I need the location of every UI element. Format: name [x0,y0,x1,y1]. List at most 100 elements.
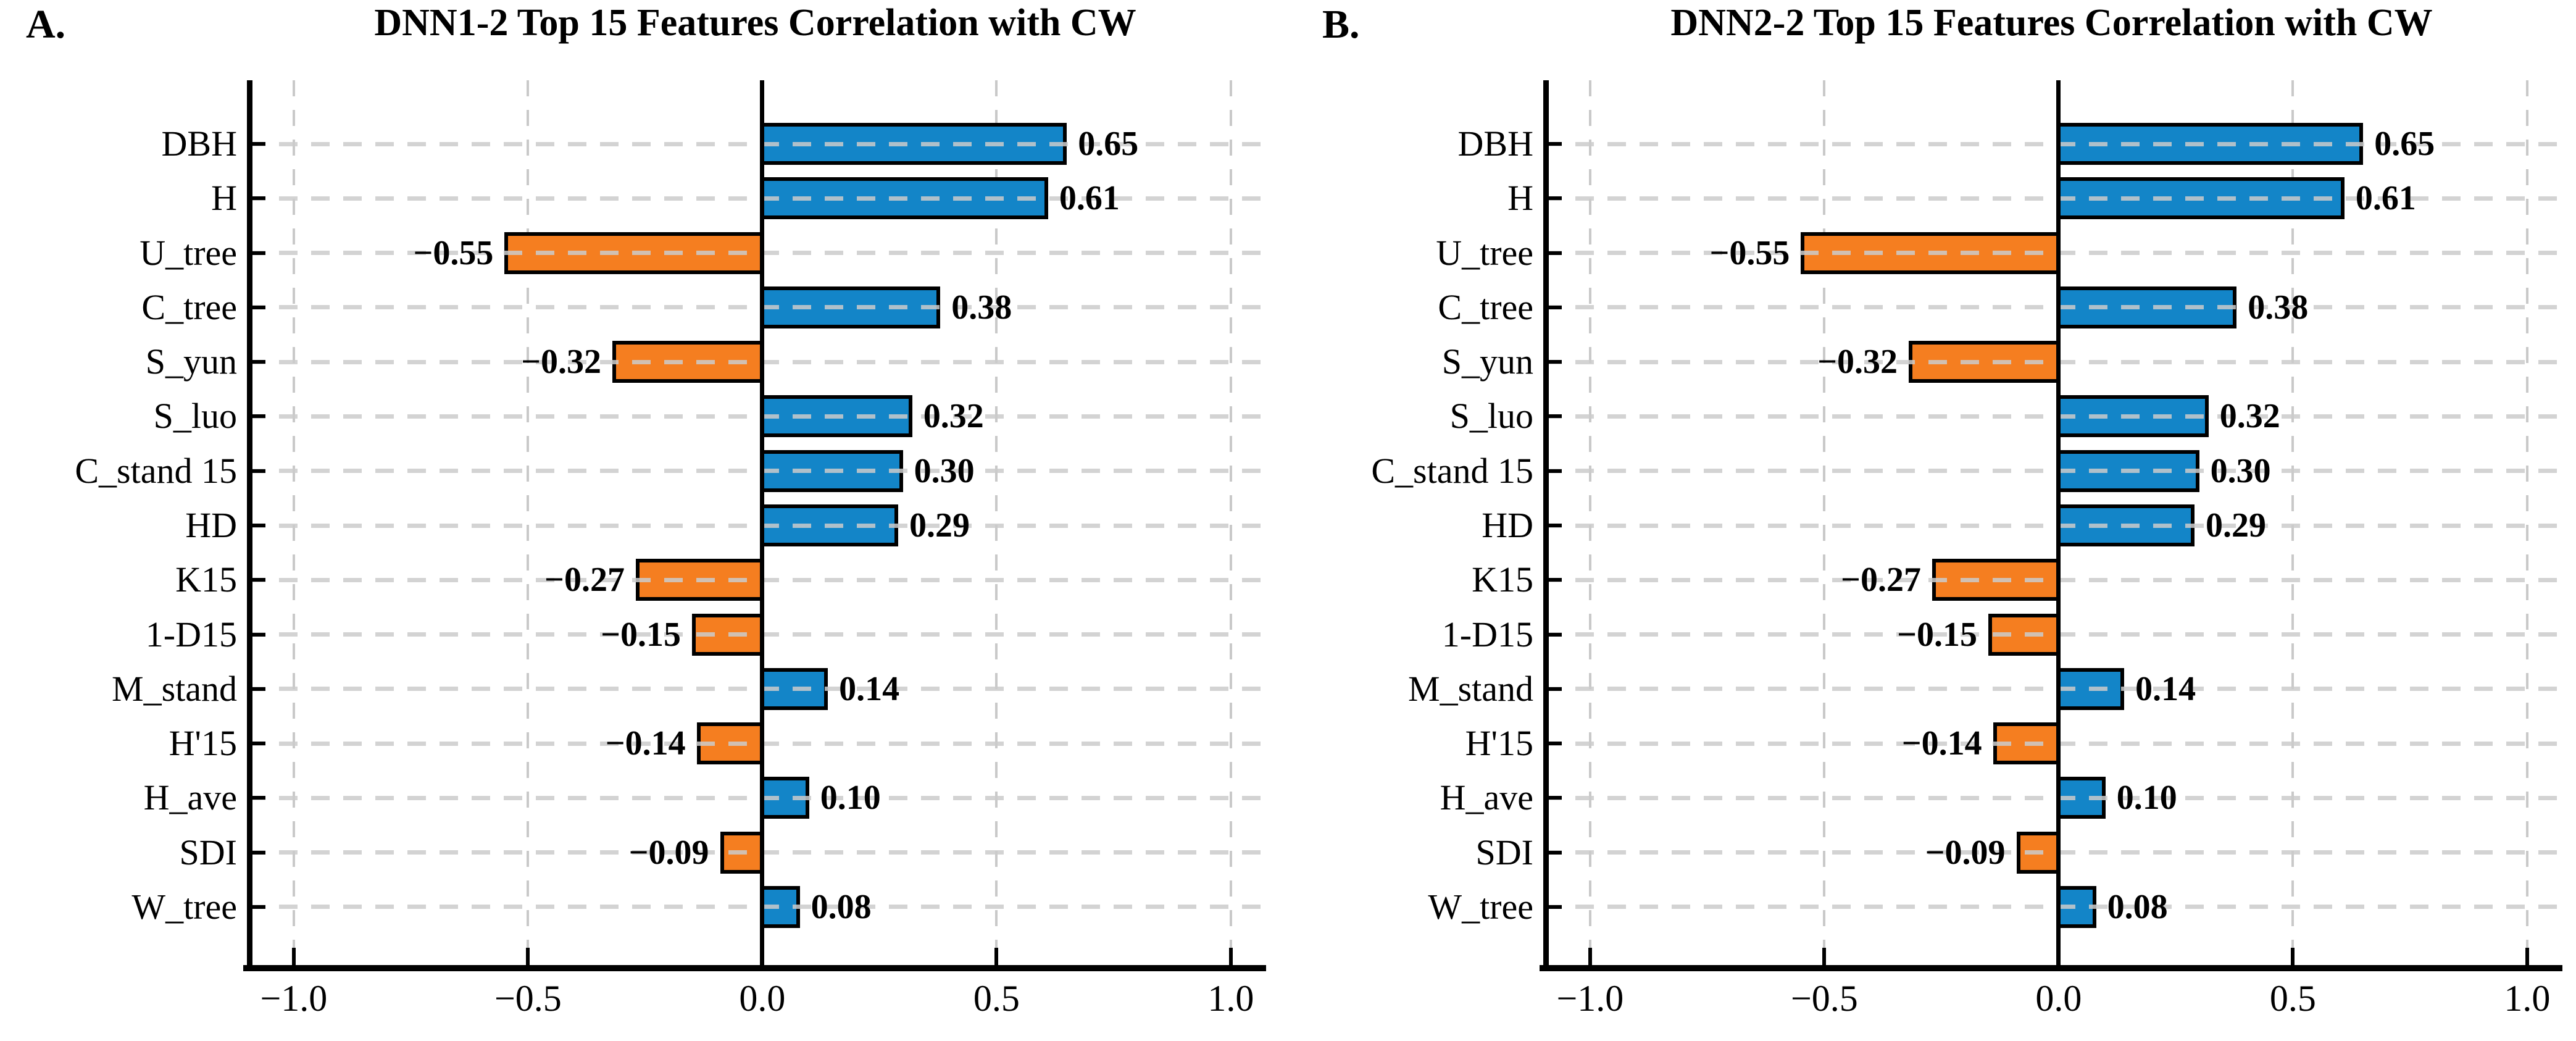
bar-value-label: 0.14 [2135,669,2196,708]
x-tick [994,948,999,965]
v-gridline [2291,80,2295,965]
h-gridline [1543,577,2560,582]
v-gridline [2525,80,2528,965]
y-axis-label: K15 [1472,559,1533,600]
h-gridline [247,523,1264,528]
v-gridline [527,80,530,965]
y-axis-label: HD [185,505,237,545]
x-tick-label: 0.5 [973,978,1020,1019]
y-tick [1543,524,1562,527]
y-axis-label: 1-D15 [145,614,237,654]
y-tick [247,742,265,746]
panel-a-title: DNN1-2 Top 15 Features Correlation with … [374,2,1136,44]
y-axis-label: H [211,178,237,219]
h-gridline [247,741,1264,746]
y-axis-label: C_stand 15 [1371,450,1533,491]
bar-value-label: −0.15 [1897,615,1978,654]
bar-value-label: 0.10 [820,779,881,817]
y-axis-label: H'15 [1465,723,1533,764]
x-tick-label: 0.5 [2269,978,2316,1019]
bar-value-label: 0.65 [2374,125,2435,164]
y-tick [247,905,265,909]
bar-value-label: −0.09 [1925,833,2006,872]
y-axis-label: SDI [1475,832,1533,872]
v-gridline [1229,80,1232,965]
y-axis-label: DBH [161,123,237,164]
x-tick [1228,948,1233,965]
y-axis-label: 1-D15 [1441,614,1533,654]
panel-b-x-axis-spine [1540,965,2562,971]
h-gridline [1543,741,2560,746]
y-axis-label: U_tree [1436,232,1533,273]
y-axis-label: SDI [179,832,237,872]
x-tick-label: −0.5 [494,978,562,1019]
y-axis-label: C_tree [1438,286,1533,327]
x-tick [2056,948,2061,965]
h-gridline [1543,795,2560,800]
y-axis-label: U_tree [140,232,237,273]
y-tick [247,632,265,637]
x-tick [760,948,764,965]
h-gridline [247,469,1264,474]
bar-value-label: −0.32 [521,343,601,382]
panel-b-y-axis-spine [1543,80,1549,971]
y-axis-label: W_tree [1428,886,1533,927]
panel-b-letter: B. [1322,2,1360,47]
zero-line [760,80,765,965]
bar-value-label: 0.29 [909,506,970,545]
h-gridline [247,687,1264,692]
y-tick [247,796,265,800]
y-axis-label: W_tree [131,886,237,927]
bar-value-label: −0.55 [1709,233,1790,272]
h-gridline [1543,359,2560,364]
y-axis-label: C_tree [141,286,237,327]
y-tick [247,360,265,364]
h-gridline [1543,251,2560,256]
panel-b-plot-area: 0.65 0.61 −0.55 0.38 −0.32 0.32 0.30 0.29 −0.27 −… [1543,80,2560,965]
bar-value-label: 0.61 [2355,179,2416,218]
y-tick [1543,850,1562,855]
x-tick-label: 0.0 [2035,978,2082,1019]
x-tick-label: −1.0 [260,978,328,1019]
y-tick [247,578,265,582]
y-axis-label: M_stand [112,668,237,709]
x-tick-label: 0.0 [739,978,786,1019]
h-gridline [247,632,1264,637]
v-gridline [1823,80,1826,965]
y-axis-label: C_stand 15 [75,450,237,491]
h-gridline [1543,305,2560,310]
h-gridline [1543,850,2560,855]
bar-value-label: −0.32 [1817,343,1898,382]
x-tick-label: 1.0 [1207,978,1254,1019]
x-tick-label: 1.0 [2504,978,2551,1019]
bar-value-label: 0.08 [811,887,872,926]
y-axis-label: K15 [175,559,237,600]
y-axis-label: S_luo [1449,396,1533,437]
bar-value-label: 0.38 [951,288,1012,327]
y-axis-label: S_yun [1441,341,1533,382]
x-tick-label: −1.0 [1556,978,1624,1019]
bar-value-label: 0.30 [2210,451,2271,490]
panel-a: A. DNN1-2 Top 15 Features Correlation wi… [0,0,1280,1041]
v-gridline [995,80,998,965]
bar-value-label: 0.32 [923,397,984,436]
panel-a-x-axis-spine [243,965,1266,971]
bar-value-label: −0.14 [1901,724,1982,763]
panel-a-plot-area: 0.65 0.61 −0.55 0.38 −0.32 0.32 0.30 0.29 −0.27 −… [247,80,1264,965]
y-axis-label: H_ave [143,777,237,818]
h-gridline [1543,414,2560,419]
bar-value-label: −0.15 [601,615,682,654]
y-tick [247,305,265,309]
y-tick [1543,742,1562,746]
h-gridline [247,577,1264,582]
y-axis-label: DBH [1457,123,1533,164]
h-gridline [1543,905,2560,909]
h-gridline [1543,196,2560,201]
h-gridline [1543,141,2560,146]
bar-value-label: 0.10 [2116,779,2177,817]
y-tick [247,142,265,146]
h-gridline [247,850,1264,855]
y-tick [1543,469,1562,473]
h-gridline [247,305,1264,310]
